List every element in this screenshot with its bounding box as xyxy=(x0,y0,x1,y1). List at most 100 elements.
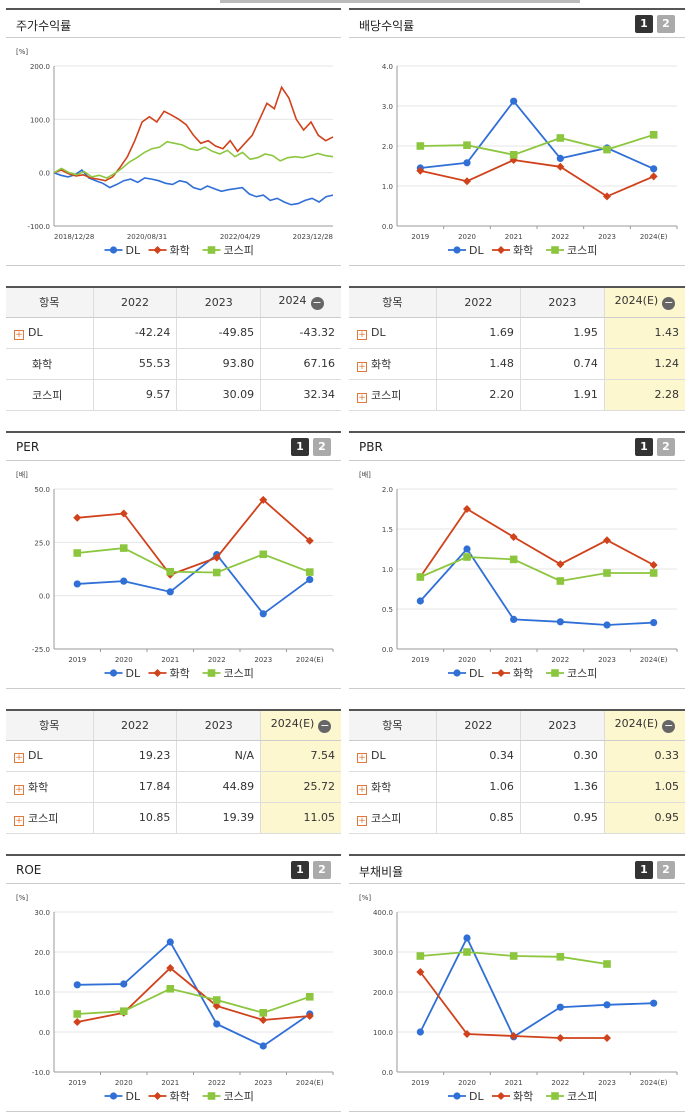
point-chem xyxy=(463,505,471,513)
table-row: + DL 0.34 0.30 0.33 xyxy=(349,740,685,772)
legend-label-dl: DL xyxy=(469,244,484,257)
legend-label-kospi: 코스피 xyxy=(224,244,254,257)
legend-marker xyxy=(497,669,505,677)
y-tick-label: 100.0 xyxy=(373,1029,393,1037)
y-tick-label: 0.0 xyxy=(39,1029,50,1037)
legend-marker xyxy=(551,1092,559,1100)
expand-icon[interactable]: + xyxy=(14,752,24,763)
row-label-cell: + 코스피 xyxy=(349,802,437,834)
page-2-button[interactable]: 2 xyxy=(313,438,331,456)
x-tick-label: 2022 xyxy=(551,233,569,241)
point-kospi xyxy=(556,953,565,961)
point-dl xyxy=(120,980,128,988)
series-line-dl xyxy=(77,940,311,1048)
page-2-button[interactable]: 2 xyxy=(313,861,331,879)
point-chem xyxy=(463,177,471,186)
expand-icon[interactable]: + xyxy=(357,784,367,795)
point-kospi xyxy=(509,952,518,960)
x-tick-label: 2022 xyxy=(208,656,226,664)
legend: DL 화학 코스피 xyxy=(448,1090,597,1103)
expand-icon[interactable]: + xyxy=(357,752,367,763)
page-1-button[interactable]: 1 xyxy=(635,15,653,33)
expand-icon[interactable]: + xyxy=(14,815,24,826)
x-tick-label: 2022 xyxy=(551,656,569,664)
row-label-cell: 화학 xyxy=(6,348,94,380)
series-line-chem xyxy=(420,159,655,198)
expand-icon[interactable]: + xyxy=(357,361,367,372)
series-line-chem xyxy=(77,966,310,1023)
point-dl xyxy=(650,999,658,1007)
point-chem xyxy=(259,495,268,504)
table-cell: 1.36 xyxy=(520,771,605,803)
page-1-button[interactable]: 1 xyxy=(635,438,653,456)
collapse-icon[interactable]: − xyxy=(662,719,676,734)
table-cell: 2.28 xyxy=(604,379,685,411)
legend-label-kospi: 코스피 xyxy=(224,1090,254,1103)
table-header-row: 항목 2022 2023 2024(E) − xyxy=(349,710,685,741)
row-label: 화학 xyxy=(28,780,49,794)
row-label-cell: + 화학 xyxy=(349,771,437,803)
page-1-button[interactable]: 1 xyxy=(635,861,653,879)
series-line-chem xyxy=(419,507,655,578)
point-kospi xyxy=(259,1009,268,1017)
legend-marker xyxy=(109,669,118,677)
legend-marker xyxy=(207,1092,216,1100)
row-label: DL xyxy=(371,325,386,339)
x-tick-label: 2022/04/29 xyxy=(220,233,260,241)
column-header: 2024− xyxy=(260,287,341,318)
x-tick-label: 2019 xyxy=(411,1079,429,1087)
row-label-cell: + DL xyxy=(349,317,437,349)
legend-label-dl: DL xyxy=(126,667,141,680)
table-cell: 1.48 xyxy=(436,348,521,380)
column-header-label: 항목 xyxy=(382,719,403,733)
x-tick-label: 2024(E) xyxy=(640,1079,668,1087)
expand-icon[interactable]: + xyxy=(357,392,367,403)
x-tick-label: 2019 xyxy=(411,233,429,241)
expand-icon[interactable]: + xyxy=(357,815,367,826)
collapse-icon[interactable]: − xyxy=(662,296,676,311)
expand-icon[interactable]: + xyxy=(14,329,24,340)
point-chem xyxy=(416,166,425,175)
table-cell: 1.43 xyxy=(604,317,685,349)
table-cell: 0.95 xyxy=(520,802,605,834)
point-dl xyxy=(556,1003,564,1011)
expand-icon[interactable]: + xyxy=(357,329,367,340)
table-cell: 1.24 xyxy=(604,348,685,380)
table-cell: 1.69 xyxy=(436,317,521,349)
series-line-kospi xyxy=(77,547,311,574)
page-2-button[interactable]: 2 xyxy=(657,438,675,456)
column-header-label: 항목 xyxy=(382,296,403,310)
page-2-button[interactable]: 2 xyxy=(657,861,675,879)
x-tick-label: 2019 xyxy=(68,1079,86,1087)
column-header-label: 2024(E) xyxy=(614,294,659,308)
collapse-icon[interactable]: − xyxy=(310,296,324,311)
point-chem xyxy=(259,1016,268,1024)
table-cell: 32.34 xyxy=(260,379,341,411)
point-kospi xyxy=(649,569,658,577)
expand-icon[interactable]: + xyxy=(14,784,24,795)
legend-marker xyxy=(109,1092,118,1100)
point-chem xyxy=(509,1032,518,1040)
row-label: 화학 xyxy=(32,357,53,371)
legend-label-dl: DL xyxy=(469,1090,484,1103)
table-cell: 0.74 xyxy=(520,348,605,380)
page-1-button[interactable]: 1 xyxy=(291,438,309,456)
x-tick-label: 2018/12/28 xyxy=(54,233,94,241)
y-tick-label: -10.0 xyxy=(32,1069,50,1077)
per-table: 항목 2022 2023 2024(E) − + DL 19.23 N/A 7.54 + 화학 17.8… xyxy=(6,709,341,834)
x-tick-label: 2024(E) xyxy=(296,1079,324,1087)
unit-label: [%] xyxy=(16,48,28,56)
x-tick-label: 2020 xyxy=(458,656,476,664)
point-chem xyxy=(556,560,565,569)
page-1-button[interactable]: 1 xyxy=(291,861,309,879)
point-dl xyxy=(416,1028,424,1036)
page-2-button[interactable]: 2 xyxy=(657,15,675,33)
x-tick-label: 2020 xyxy=(458,233,476,241)
table-cell: 1.06 xyxy=(436,771,521,803)
row-label: 화학 xyxy=(371,357,392,371)
y-tick-label: -100.0 xyxy=(27,223,50,231)
collapse-icon[interactable]: − xyxy=(318,719,332,734)
table-cell: 2.20 xyxy=(436,379,521,411)
